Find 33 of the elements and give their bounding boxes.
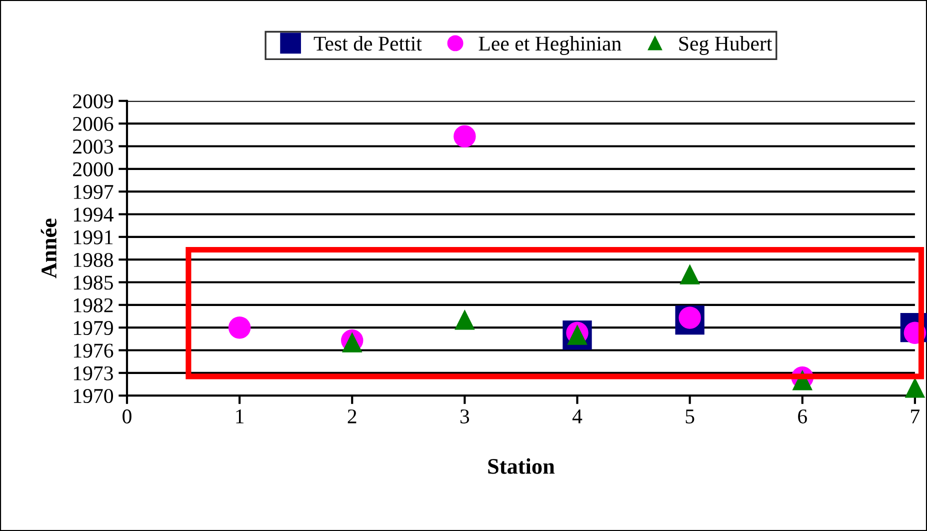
x-tick-label: 2 bbox=[348, 409, 356, 424]
x-tick-label: 5 bbox=[686, 410, 694, 424]
legend-label: Test de Pettit bbox=[314, 36, 422, 51]
point bbox=[342, 332, 362, 352]
point bbox=[228, 316, 251, 339]
point bbox=[454, 310, 474, 330]
legend-label: Lee et Heghinian bbox=[478, 36, 622, 55]
x-tick-label: 0 bbox=[122, 409, 132, 424]
x-tick-label: 1 bbox=[236, 409, 244, 424]
y-tick-label: 1979 bbox=[74, 321, 113, 336]
y-tick-label: 1985 bbox=[74, 276, 113, 290]
y-tick-label: 2003 bbox=[73, 140, 113, 154]
x-tick-label: 7 bbox=[911, 410, 920, 424]
x-tick-label: 6 bbox=[798, 409, 807, 424]
y-tick-label: 1970 bbox=[74, 388, 114, 404]
y-axis-title: Année bbox=[40, 218, 56, 278]
y-tick-label: 1982 bbox=[74, 298, 113, 312]
y-tick-label: 1976 bbox=[74, 344, 114, 358]
y-tick-label: 1973 bbox=[74, 366, 113, 380]
y-tick-label: 2009 bbox=[73, 94, 113, 108]
y-tick-label: 1994 bbox=[74, 208, 114, 222]
point bbox=[905, 378, 925, 398]
y-tick-label: 1988 bbox=[74, 252, 114, 268]
y-tick-label: 2006 bbox=[73, 116, 114, 131]
point bbox=[454, 125, 476, 148]
x-tick-label: 3 bbox=[460, 409, 470, 424]
x-tick-label: 4 bbox=[572, 410, 582, 424]
y-tick-label: 2000 bbox=[73, 162, 114, 176]
point bbox=[680, 264, 700, 284]
y-tick-label: 1997 bbox=[74, 185, 114, 199]
y-tick-label: 1991 bbox=[74, 230, 113, 244]
legend-label: Seg Hubert bbox=[679, 36, 772, 55]
x-axis-title: Station bbox=[488, 458, 555, 474]
